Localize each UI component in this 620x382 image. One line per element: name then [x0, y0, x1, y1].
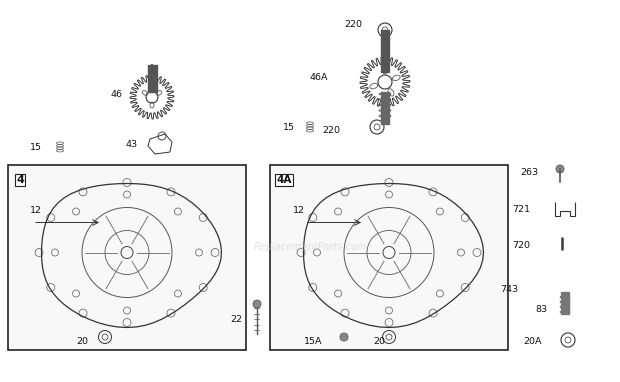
Text: 4: 4 [16, 175, 24, 185]
Text: 220: 220 [344, 19, 362, 29]
Text: 220: 220 [322, 126, 340, 134]
Circle shape [340, 333, 348, 341]
Bar [561, 292, 569, 314]
Bar [148, 65, 156, 92]
Text: 83: 83 [536, 304, 548, 314]
Text: 43: 43 [126, 139, 138, 149]
Text: 46: 46 [110, 89, 122, 99]
Circle shape [253, 300, 261, 308]
Bar [8, 165, 246, 350]
Text: 20: 20 [76, 337, 88, 345]
Text: 15: 15 [283, 123, 295, 131]
Bar [270, 165, 508, 350]
Text: 20: 20 [373, 337, 385, 345]
Text: 12: 12 [30, 206, 42, 215]
Bar [381, 92, 389, 124]
Text: 721: 721 [512, 204, 530, 214]
Text: 15A: 15A [304, 337, 322, 345]
Text: 46A: 46A [309, 73, 328, 81]
Text: 20A: 20A [523, 337, 542, 345]
Text: 263: 263 [520, 167, 538, 176]
Text: 12: 12 [293, 206, 305, 215]
Text: 743: 743 [500, 285, 518, 293]
Text: 720: 720 [512, 241, 530, 249]
Text: 22: 22 [230, 316, 242, 324]
Text: 4A: 4A [277, 175, 291, 185]
Text: ReplacementParts.com: ReplacementParts.com [253, 242, 367, 252]
Text: 15: 15 [30, 142, 42, 152]
Circle shape [556, 165, 564, 173]
Bar [381, 30, 389, 72]
